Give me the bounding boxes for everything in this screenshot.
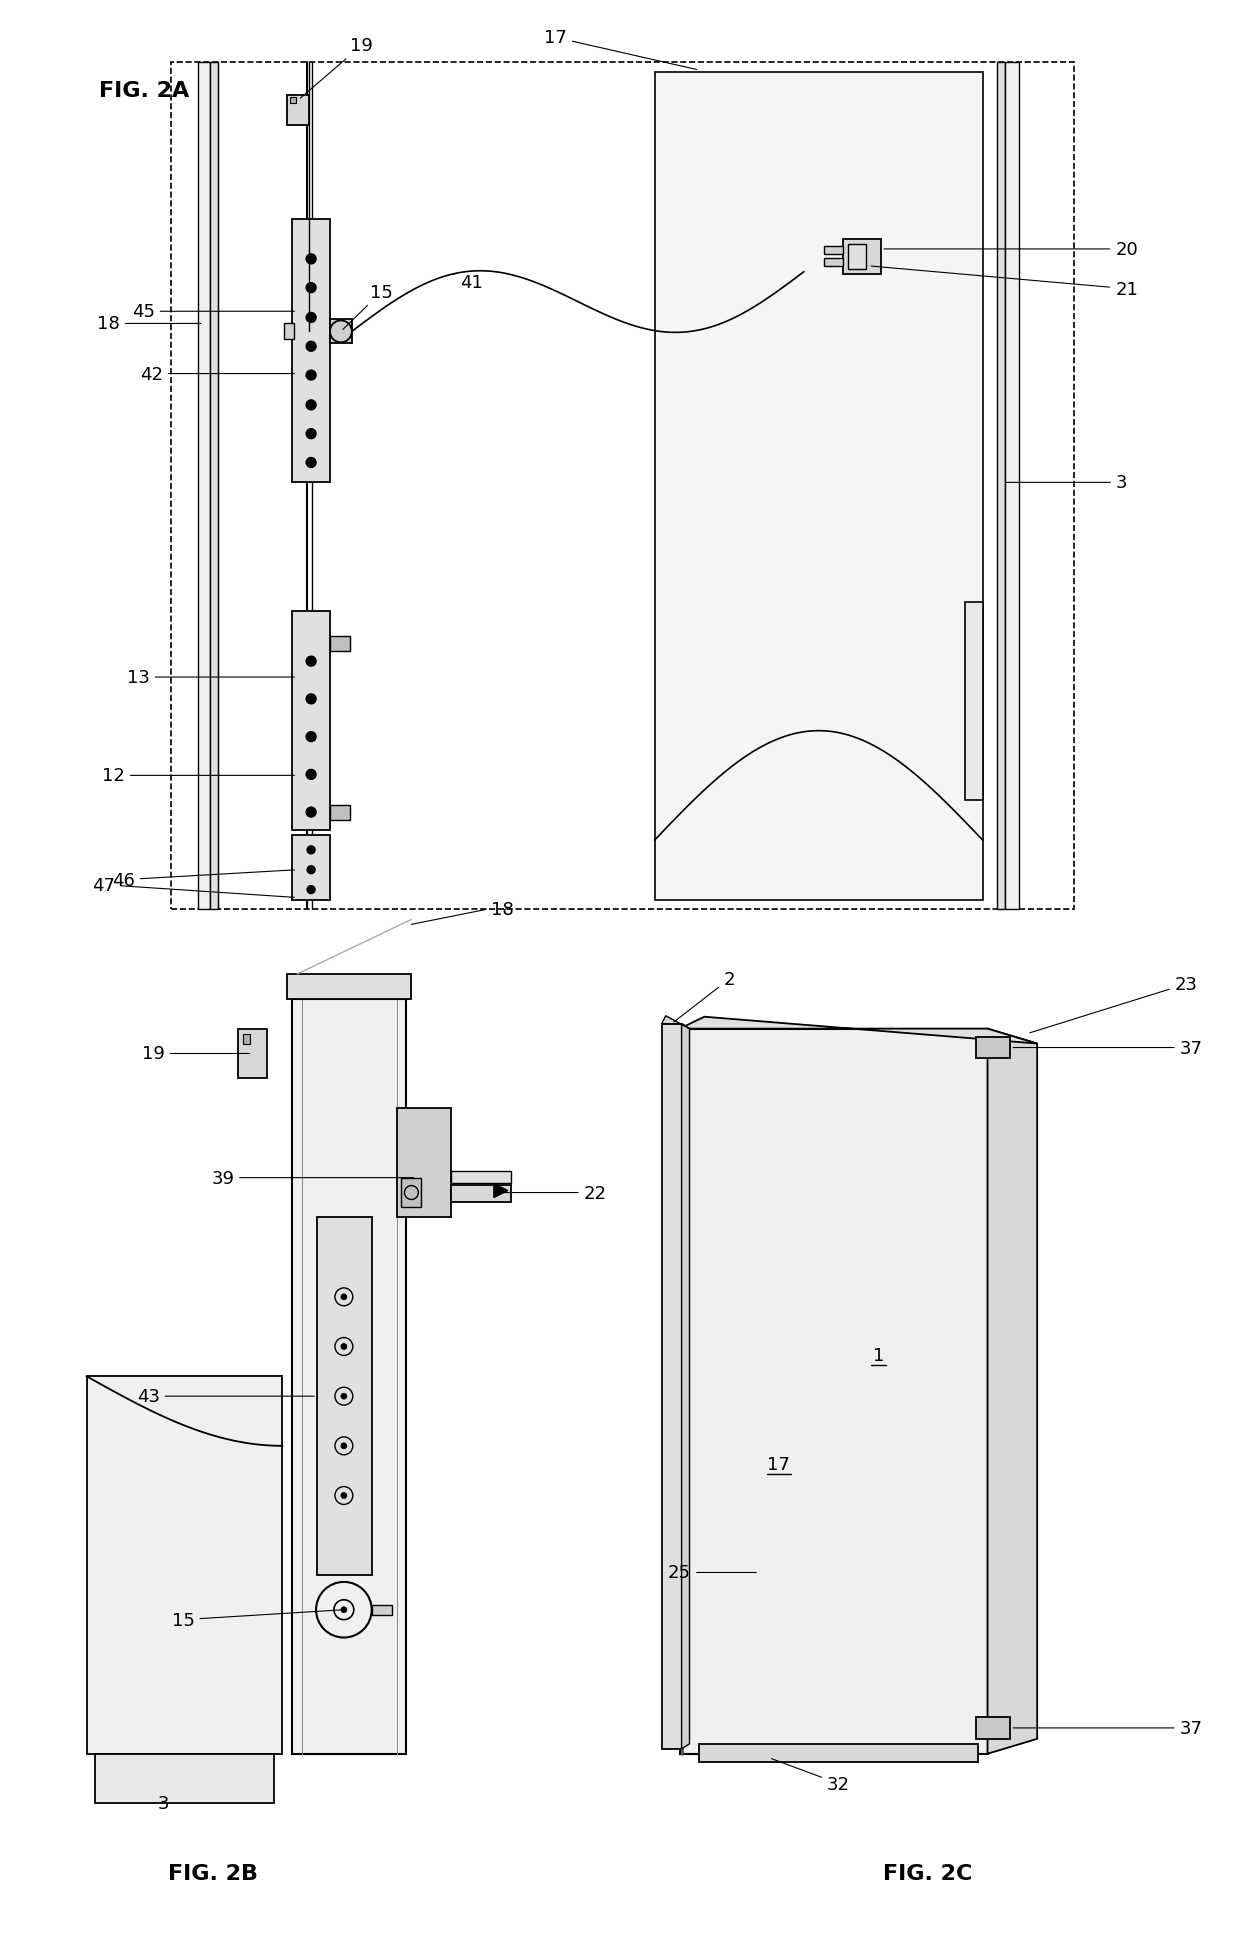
Text: 18: 18 — [97, 315, 201, 332]
Text: 17: 17 — [544, 29, 697, 70]
Circle shape — [306, 657, 316, 667]
Bar — [290, 98, 296, 104]
Bar — [293, 612, 330, 831]
Bar — [397, 1108, 451, 1218]
Bar — [171, 63, 1074, 909]
Bar — [848, 244, 867, 270]
Text: 3: 3 — [157, 1795, 169, 1812]
Text: 43: 43 — [136, 1388, 314, 1406]
Bar — [330, 321, 352, 344]
Bar — [243, 1034, 250, 1044]
Bar — [965, 602, 982, 802]
Text: 25: 25 — [668, 1564, 756, 1582]
Bar — [451, 1171, 511, 1183]
Polygon shape — [494, 1185, 507, 1198]
Polygon shape — [680, 1017, 1037, 1044]
Text: 15: 15 — [171, 1611, 341, 1629]
Circle shape — [341, 1607, 347, 1613]
Bar — [210, 63, 218, 909]
Circle shape — [306, 342, 316, 352]
Text: 2: 2 — [673, 970, 735, 1022]
Text: 39: 39 — [211, 1169, 414, 1187]
Text: 37: 37 — [1013, 1038, 1203, 1058]
Circle shape — [306, 283, 316, 293]
Circle shape — [306, 457, 316, 467]
Text: 46: 46 — [112, 870, 294, 890]
Bar — [451, 1185, 511, 1202]
Circle shape — [306, 254, 316, 264]
Text: FIG. 2A: FIG. 2A — [98, 80, 188, 102]
Text: 32: 32 — [771, 1760, 851, 1793]
Bar — [238, 1028, 268, 1079]
Bar — [94, 1754, 274, 1803]
Circle shape — [306, 694, 316, 704]
Circle shape — [306, 313, 316, 323]
Text: 18: 18 — [491, 901, 513, 919]
Circle shape — [306, 807, 316, 817]
Bar — [402, 1179, 422, 1208]
Circle shape — [341, 1443, 347, 1449]
Circle shape — [306, 770, 316, 780]
Circle shape — [308, 886, 315, 893]
Text: 3: 3 — [1006, 475, 1127, 493]
Bar — [823, 246, 843, 254]
Bar — [288, 96, 309, 125]
Bar — [87, 1376, 283, 1754]
Bar — [372, 1605, 392, 1615]
Bar — [198, 63, 210, 909]
Text: 15: 15 — [343, 283, 393, 330]
Text: FIG. 2C: FIG. 2C — [883, 1863, 972, 1883]
Bar — [330, 637, 350, 651]
Bar — [997, 63, 1006, 909]
Circle shape — [306, 371, 316, 381]
Circle shape — [308, 866, 315, 874]
Text: 20: 20 — [884, 240, 1138, 258]
Bar — [976, 1036, 1011, 1060]
Bar — [699, 1744, 977, 1761]
Text: 37: 37 — [1013, 1718, 1203, 1738]
Text: 42: 42 — [140, 366, 294, 383]
Bar — [317, 1218, 372, 1576]
Text: 41: 41 — [454, 274, 482, 291]
Circle shape — [341, 1494, 347, 1499]
Text: 1: 1 — [873, 1347, 884, 1365]
Text: 22: 22 — [498, 1185, 606, 1202]
Circle shape — [306, 733, 316, 743]
Text: 17: 17 — [768, 1455, 790, 1472]
Bar — [284, 325, 294, 340]
Bar — [288, 974, 412, 999]
Bar — [680, 1028, 987, 1754]
Polygon shape — [682, 1024, 689, 1750]
Text: 45: 45 — [131, 303, 294, 321]
Bar — [655, 72, 982, 899]
Circle shape — [341, 1343, 347, 1349]
Circle shape — [308, 847, 315, 854]
Bar — [1006, 63, 1019, 909]
Bar — [843, 240, 882, 274]
Bar — [662, 1024, 682, 1750]
Circle shape — [306, 430, 316, 440]
Text: 12: 12 — [102, 766, 294, 786]
Text: FIG. 2B: FIG. 2B — [167, 1863, 258, 1883]
Bar — [976, 1716, 1011, 1738]
Circle shape — [341, 1394, 347, 1400]
Text: 19: 19 — [141, 1046, 249, 1064]
Bar — [330, 805, 350, 821]
Text: 13: 13 — [126, 669, 294, 686]
Bar — [823, 258, 843, 266]
Bar — [293, 835, 330, 899]
Polygon shape — [987, 1028, 1037, 1754]
Circle shape — [341, 1294, 347, 1300]
Text: 47: 47 — [92, 876, 294, 897]
Text: 19: 19 — [300, 37, 373, 100]
Bar — [293, 221, 330, 483]
Bar — [293, 999, 407, 1754]
Text: 23: 23 — [1030, 976, 1198, 1034]
Polygon shape — [662, 1017, 689, 1028]
Text: 21: 21 — [870, 268, 1138, 299]
Circle shape — [306, 401, 316, 411]
